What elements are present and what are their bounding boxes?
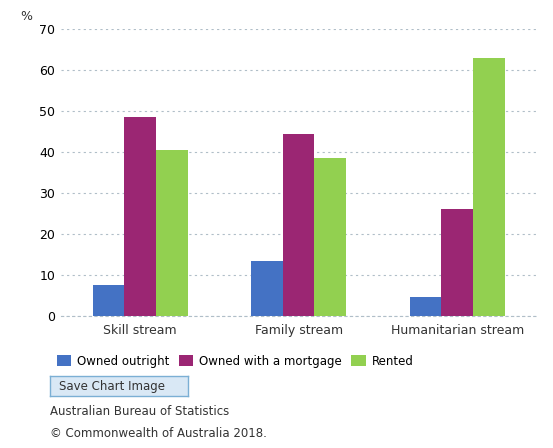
Bar xyxy=(283,134,315,316)
Text: Save Chart Image: Save Chart Image xyxy=(59,379,165,393)
Text: %: % xyxy=(20,10,33,23)
Bar xyxy=(473,58,505,316)
Text: © Commonwealth of Australia 2018.: © Commonwealth of Australia 2018. xyxy=(50,427,267,440)
Text: Australian Bureau of Statistics: Australian Bureau of Statistics xyxy=(50,405,229,418)
Bar xyxy=(410,297,441,316)
Bar xyxy=(156,150,187,316)
Legend: Owned outright, Owned with a mortgage, Rented: Owned outright, Owned with a mortgage, R… xyxy=(57,355,413,368)
Bar xyxy=(315,158,346,316)
Bar xyxy=(92,285,124,316)
Bar xyxy=(251,261,283,316)
Bar xyxy=(124,117,156,316)
Bar xyxy=(441,209,473,316)
